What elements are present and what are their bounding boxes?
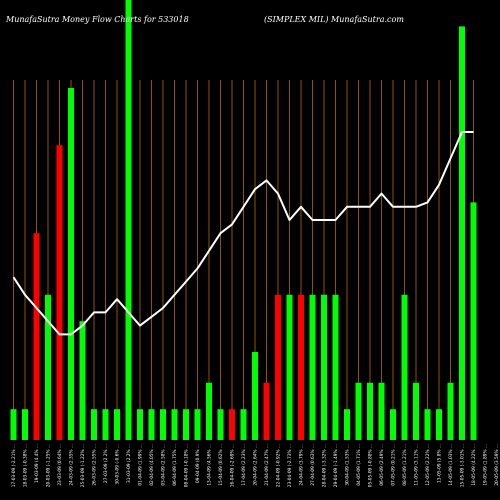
money-flow-bar — [275, 294, 281, 440]
x-tick-label: 08-04-09 (-0.18% ... — [184, 444, 190, 487]
money-flow-bar — [137, 409, 143, 440]
money-flow-bar — [355, 382, 362, 440]
money-flow-bar — [286, 294, 293, 440]
x-tick-label: 17-04-09 (2.23% ... — [241, 444, 247, 486]
money-flow-line-path — [12, 131, 474, 336]
x-tick-label: 21-04-09 (2.47% ... — [264, 444, 270, 486]
money-flow-bar — [298, 294, 304, 440]
money-flow-bar — [447, 382, 454, 440]
x-tick-label: 30-04-09 (1.53% ... — [345, 444, 351, 486]
x-axis-tick-labels: 17-03-09 (-2.21% ... 18-03-09 (-0.38% ...… — [11, 444, 500, 487]
money-flow-bar — [436, 409, 442, 440]
money-flow-bars — [10, 0, 477, 441]
x-tick-label: 24-03-09 (2.35% ... — [69, 444, 75, 486]
x-tick-label: 23-03-09 (0.64% ... — [57, 444, 63, 486]
x-tick-label: 02-04-09 (4.05% ... — [149, 444, 155, 486]
x-tick-label: 17-03-09 (-2.21% ... — [11, 444, 17, 487]
x-tick-label: 15-04-09 (0.62% ... — [218, 444, 224, 486]
x-tick-label: 12-05-09 (2.22% ... — [425, 444, 431, 486]
x-tick-label: 20-03-09 (-1.25% ... — [46, 444, 52, 487]
x-tick-label: 18-05-09 (4.22% ... — [471, 444, 477, 486]
money-flow-bar — [79, 321, 86, 440]
money-flow-bar — [263, 382, 270, 440]
x-tick-label: 14-05-09 (1.03% ... — [448, 444, 454, 486]
x-tick-label: 24-04-09 (3.79% ... — [299, 444, 305, 486]
money-flow-bar — [401, 294, 408, 440]
chart-title: MunafaSutra Money Flow Charts for 533018 — [5, 15, 189, 24]
money-flow-bar — [378, 382, 385, 440]
money-flow-bar — [56, 145, 63, 440]
money-flow-bar — [217, 409, 224, 440]
x-tick-label: 20-05-09 (3.59% ... — [494, 444, 500, 486]
x-tick-label: 27-04-09 (0.63% ... — [310, 444, 316, 486]
x-tick-label: 26-03-09 (2.55% ... — [92, 444, 98, 486]
money-flow-bar — [194, 409, 201, 440]
money-flow-bar — [68, 88, 74, 440]
x-tick-label: 05-05-09 (-0.88% ... — [368, 444, 374, 487]
x-tick-label: 08-05-09 (1.21% ... — [402, 444, 408, 486]
money-flow-bar — [390, 409, 396, 440]
money-flow-bar — [45, 294, 51, 440]
chart-subtitle: (SIMPLEX MIL) MunafaSutra.com — [264, 15, 404, 24]
money-flow-bar — [125, 0, 132, 440]
x-tick-label: 07-05-09 (0.21% ... — [391, 444, 397, 486]
x-tick-label: 06-04-09 (1.75% ... — [172, 444, 178, 486]
money-flow-bar — [183, 409, 189, 440]
x-tick-label: 31-03-09 (2.2% ... — [126, 444, 132, 483]
x-tick-label: 19-05-09 (1.89% ... — [483, 444, 489, 486]
x-tick-label: 04-05-09 (1.71% ... — [356, 444, 362, 486]
x-tick-label: 25-03-09 (-1.22% ... — [80, 444, 86, 487]
x-tick-label: 28-04-09 (-3.32% ... — [322, 444, 328, 487]
x-tick-label: 23-04-09 (-2.73% ... — [287, 444, 293, 487]
x-tick-label: 22-04-09 (-0.92% ... — [276, 444, 282, 487]
x-tick-label: 03-04-09 (2.58% ... — [161, 444, 167, 486]
money-flow-bar — [413, 382, 419, 440]
money-flow-bar — [148, 409, 155, 440]
money-flow-bar — [114, 409, 120, 440]
x-tick-label: 16-04-09 (-2.69% ... — [230, 444, 236, 487]
money-flow-bar — [10, 409, 17, 440]
money-flow-bar — [240, 409, 247, 440]
x-tick-label: 18-03-09 (-0.38% ... — [23, 444, 29, 487]
money-flow-bar — [459, 26, 465, 441]
x-tick-label: 11-05-09 (3.11% ... — [414, 444, 420, 486]
x-tick-label: 06-05-09 (2.49% ... — [379, 444, 385, 486]
money-flow-bar — [367, 382, 373, 440]
x-tick-label: 09-04-09 (0.9% ... — [195, 444, 201, 483]
x-tick-label: 20-04-09 (2.64% ... — [253, 444, 259, 486]
money-flow-bar — [160, 409, 166, 440]
money-flow-bar — [33, 233, 40, 440]
x-tick-label: 19-03-09 (4.4% ... — [34, 444, 40, 483]
money-flow-bar — [321, 294, 327, 440]
money-flow-bar — [22, 409, 28, 440]
x-tick-label: 13-04-09 (4.56% ... — [207, 444, 213, 486]
money-flow-bar — [309, 294, 316, 440]
x-tick-label: 01-04-09 (1.99% ... — [138, 444, 144, 486]
money-flow-bar — [424, 409, 431, 440]
money-flow-bar — [470, 202, 477, 440]
money-flow-bar — [344, 409, 350, 440]
money-flow-bar — [102, 409, 109, 440]
money-flow-bar — [332, 294, 339, 440]
money-flow-bar — [252, 352, 258, 440]
money-flow-line — [12, 131, 474, 336]
money-flow-bar — [91, 409, 97, 440]
x-tick-label: 30-03-09 (-0.6% ... — [115, 444, 121, 484]
money-flow-bar — [171, 409, 178, 440]
x-tick-label: 13-05-09 (5.8% ... — [437, 444, 443, 483]
money-flow-bar — [206, 382, 212, 440]
x-tick-label: 15-05-09 (-3.01% ... — [460, 444, 466, 487]
money-flow-bar — [229, 409, 235, 440]
x-tick-label: 27-03-09 (2.2% ... — [103, 444, 109, 483]
x-tick-label: 29-04-09 (-1.49% ... — [333, 444, 339, 487]
